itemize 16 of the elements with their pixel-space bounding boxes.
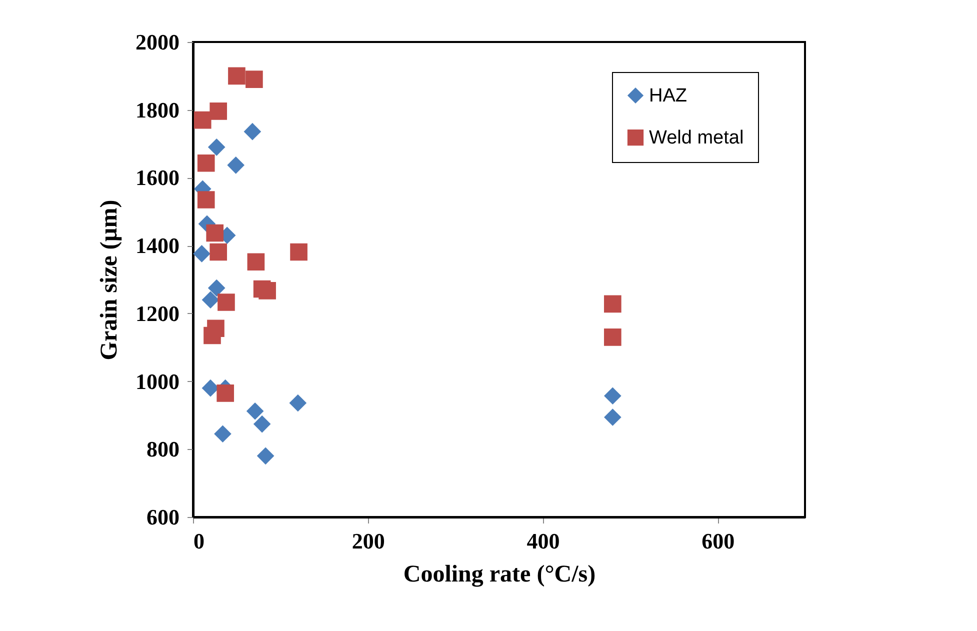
- x-tick-label: 600: [702, 528, 735, 554]
- legend-label: HAZ: [649, 86, 688, 106]
- legend-label: Weld metal: [649, 128, 744, 148]
- y-tick-label: 1000: [136, 368, 180, 394]
- x-tick-label: 400: [526, 528, 560, 554]
- y-tick-label: 800: [146, 436, 180, 462]
- x-axis-title: Cooling rate (°C/s): [403, 562, 596, 588]
- x-tick-label: 200: [352, 528, 385, 554]
- y-tick-label: 1600: [136, 165, 180, 190]
- x-tick-label: 0: [194, 528, 204, 554]
- y-tick-label: 2000: [136, 30, 180, 54]
- y-tick-label: 1400: [136, 233, 180, 258]
- y-tick-label: 1800: [136, 97, 180, 122]
- y-axis-title: Grain size (µm): [96, 200, 122, 360]
- y-tick-label: 1200: [136, 300, 180, 326]
- y-tick-label: 600: [146, 504, 180, 530]
